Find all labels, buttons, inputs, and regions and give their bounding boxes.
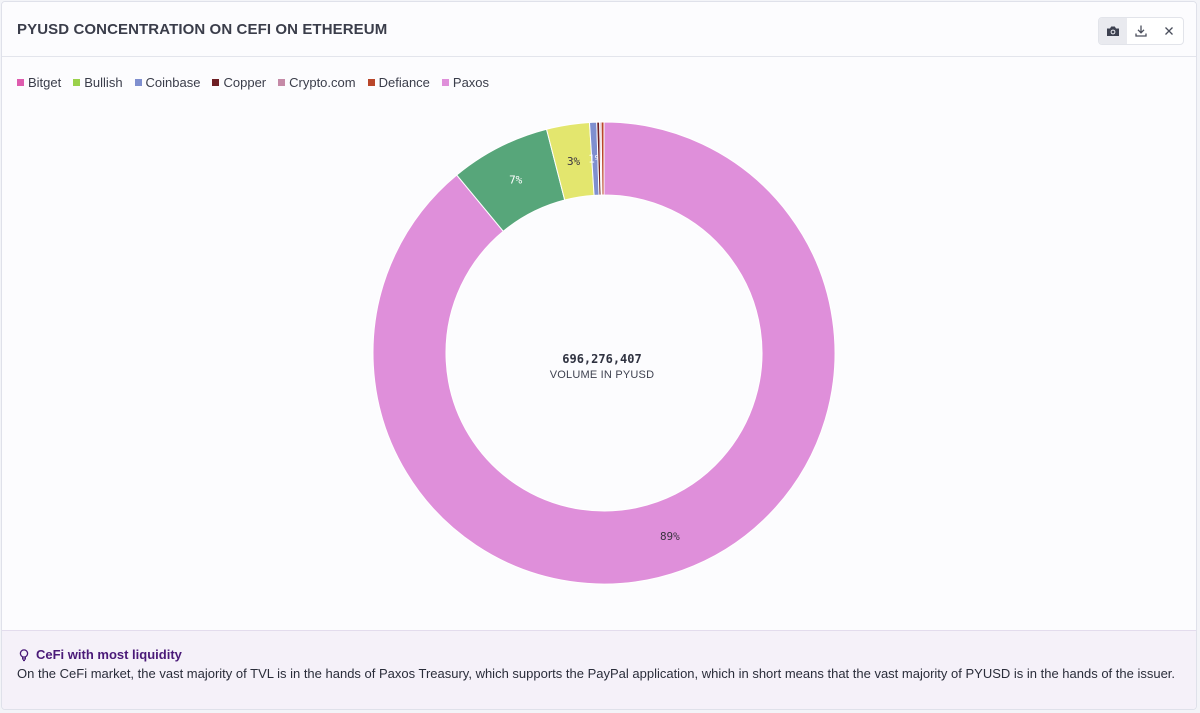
donut-chart: 89%7%3% 1% <box>372 121 836 585</box>
donut-slice[interactable] <box>600 121 605 196</box>
close-icon <box>1165 27 1173 35</box>
screenshot-button[interactable] <box>1099 18 1127 44</box>
legend-label: Defiance <box>378 75 430 90</box>
legend-label: Crypto.com <box>289 75 356 90</box>
center-total-label: VOLUME IN PYUSD <box>549 369 655 381</box>
legend-swatch <box>441 79 449 86</box>
insight-title-row: CeFi with most liquidity <box>17 647 182 662</box>
slice-label: 3% <box>567 155 581 168</box>
insight-text: On the CeFi market, the vast majority of… <box>17 666 1176 681</box>
camera-icon <box>1107 26 1119 36</box>
legend-item[interactable]: Defiance <box>367 75 430 90</box>
slice-label: 7% <box>509 174 523 187</box>
chart-legend: Bitget Bullish Coinbase Copper Crypto.com Def… <box>17 75 489 90</box>
chart-title: PYUSD CONCENTRATION ON CEFI ON ETHEREUM <box>17 21 388 38</box>
legend-item[interactable]: Crypto.com <box>278 75 356 90</box>
download-icon <box>1135 25 1147 37</box>
legend-label: Bitget <box>28 75 62 90</box>
legend-swatch <box>17 79 24 86</box>
legend-label: Copper <box>223 75 267 90</box>
legend-item[interactable]: Coinbase <box>134 75 201 90</box>
insight-title: CeFi with most liquidity <box>36 647 182 662</box>
legend-swatch <box>278 79 286 86</box>
chart-header: PYUSD CONCENTRATION ON CEFI ON ETHEREUM <box>2 2 1196 57</box>
legend-item[interactable]: Bullish <box>73 75 123 90</box>
lightbulb-icon <box>19 648 29 661</box>
legend-swatch <box>212 79 220 86</box>
insight-panel: CeFi with most liquidity On the CeFi mar… <box>2 630 1196 709</box>
download-button[interactable] <box>1127 18 1155 44</box>
slice-label: 89% <box>660 530 680 543</box>
chart-toolbar <box>1098 17 1184 45</box>
legend-item[interactable]: Copper <box>212 75 266 90</box>
legend-swatch <box>73 79 81 86</box>
legend-item[interactable]: Bitget <box>17 75 61 90</box>
legend-swatch <box>134 79 142 86</box>
legend-item[interactable]: Paxos <box>441 75 490 90</box>
donut-slice[interactable] <box>372 121 836 585</box>
center-total-value: 696,276,407 <box>562 352 642 366</box>
legend-label: Paxos <box>452 75 490 90</box>
legend-swatch <box>367 79 375 86</box>
legend-label: Bullish <box>84 75 123 90</box>
close-button[interactable] <box>1155 18 1183 44</box>
legend-label: Coinbase <box>145 75 201 90</box>
